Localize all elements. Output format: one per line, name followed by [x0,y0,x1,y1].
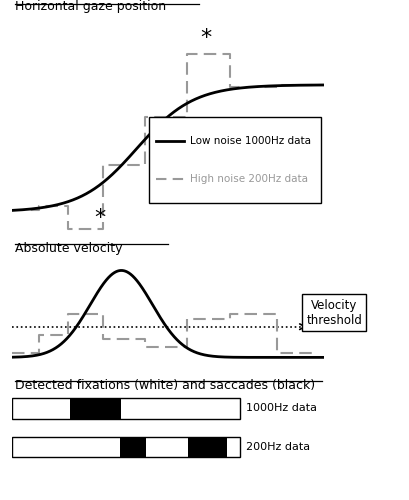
Bar [119,437,146,458]
Text: 1000Hz data: 1000Hz data [245,403,316,413]
Bar [70,398,121,418]
Text: Absolute velocity: Absolute velocity [16,242,123,255]
Bar [12,398,239,418]
Text: 200Hz data: 200Hz data [245,442,309,452]
Text: Low noise 1000Hz data: Low noise 1000Hz data [189,136,310,145]
Text: High noise 200Hz data: High noise 200Hz data [189,174,307,184]
Text: Velocity
threshold: Velocity threshold [306,298,361,326]
Text: *: * [94,208,105,228]
Text: *: * [199,28,211,48]
Bar [12,437,239,458]
Text: Detected fixations (white) and saccades (black): Detected fixations (white) and saccades … [16,379,315,392]
Bar [149,116,320,202]
Text: Horizontal gaze position: Horizontal gaze position [16,0,166,14]
Bar [188,437,227,458]
